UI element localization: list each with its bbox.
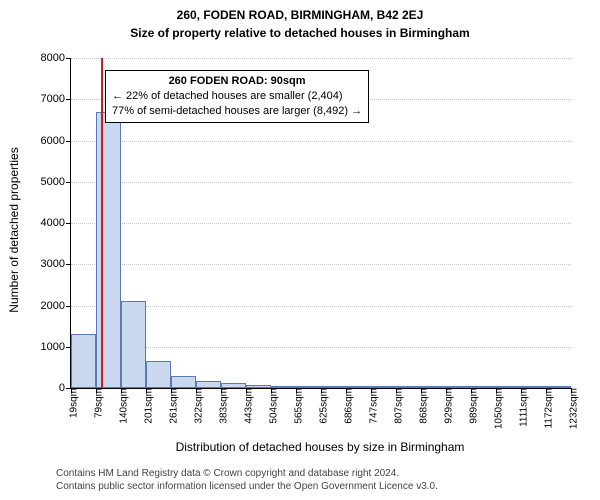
annotation-line-1: ← 22% of detached houses are smaller (2,…	[112, 89, 362, 104]
histogram-bar	[146, 361, 171, 388]
x-tick-label: 443sqm	[238, 388, 255, 424]
x-tick-label: 1050sqm	[488, 388, 505, 429]
x-tick-label: 686sqm	[338, 388, 355, 424]
y-tick-label: 6000	[41, 135, 71, 147]
x-tick-label: 565sqm	[288, 388, 305, 424]
gridline	[71, 223, 571, 224]
footer-line-1: Contains HM Land Registry data © Crown c…	[56, 468, 438, 481]
gridline	[71, 141, 571, 142]
x-tick-label: 807sqm	[388, 388, 405, 424]
y-tick-label: 5000	[41, 176, 71, 188]
property-annotation-box: 260 FODEN ROAD: 90sqm ← 22% of detached …	[105, 70, 369, 123]
gridline	[71, 264, 571, 265]
x-tick-label: 504sqm	[263, 388, 280, 424]
y-axis-label: Number of detached properties	[7, 65, 21, 395]
x-tick-label: 19sqm	[63, 388, 80, 418]
property-marker-line	[101, 58, 103, 388]
y-tick-label: 7000	[41, 93, 71, 105]
x-tick-label: 261sqm	[163, 388, 180, 424]
histogram-bar	[171, 376, 196, 388]
x-tick-label: 79sqm	[88, 388, 105, 418]
histogram-bar	[71, 334, 96, 388]
x-tick-label: 989sqm	[463, 388, 480, 424]
x-tick-label: 868sqm	[413, 388, 430, 424]
gridline	[71, 347, 571, 348]
x-tick-label: 1172sqm	[538, 388, 555, 428]
chart-title-subtitle: Size of property relative to detached ho…	[0, 26, 600, 40]
y-tick-label: 3000	[41, 258, 71, 270]
histogram-bar	[121, 301, 146, 388]
x-tick-label: 929sqm	[438, 388, 455, 424]
histogram-bar	[196, 381, 221, 388]
x-tick-label: 1111sqm	[513, 388, 530, 427]
chart-title-address: 260, FODEN ROAD, BIRMINGHAM, B42 2EJ	[0, 8, 600, 22]
annotation-line-2: 77% of semi-detached houses are larger (…	[112, 104, 362, 119]
x-tick-label: 747sqm	[363, 388, 380, 424]
gridline	[71, 182, 571, 183]
chart-canvas: { "titles": { "address": "260, FODEN ROA…	[0, 0, 600, 500]
x-tick-label: 625sqm	[313, 388, 330, 424]
gridline	[71, 306, 571, 307]
gridline	[71, 58, 571, 59]
y-tick-label: 4000	[41, 217, 71, 229]
x-tick-label: 140sqm	[113, 388, 130, 424]
footer-line-2: Contains public sector information licen…	[56, 481, 438, 494]
x-tick-label: 322sqm	[188, 388, 205, 424]
y-tick-label: 1000	[41, 341, 71, 353]
y-tick-label: 8000	[41, 52, 71, 64]
y-tick-label: 2000	[41, 300, 71, 312]
x-tick-label: 1232sqm	[563, 388, 580, 429]
x-tick-label: 201sqm	[138, 388, 155, 424]
x-axis-label: Distribution of detached houses by size …	[70, 440, 570, 454]
annotation-title: 260 FODEN ROAD: 90sqm	[112, 74, 362, 89]
x-tick-label: 383sqm	[213, 388, 230, 424]
footer-attribution: Contains HM Land Registry data © Crown c…	[56, 468, 438, 493]
